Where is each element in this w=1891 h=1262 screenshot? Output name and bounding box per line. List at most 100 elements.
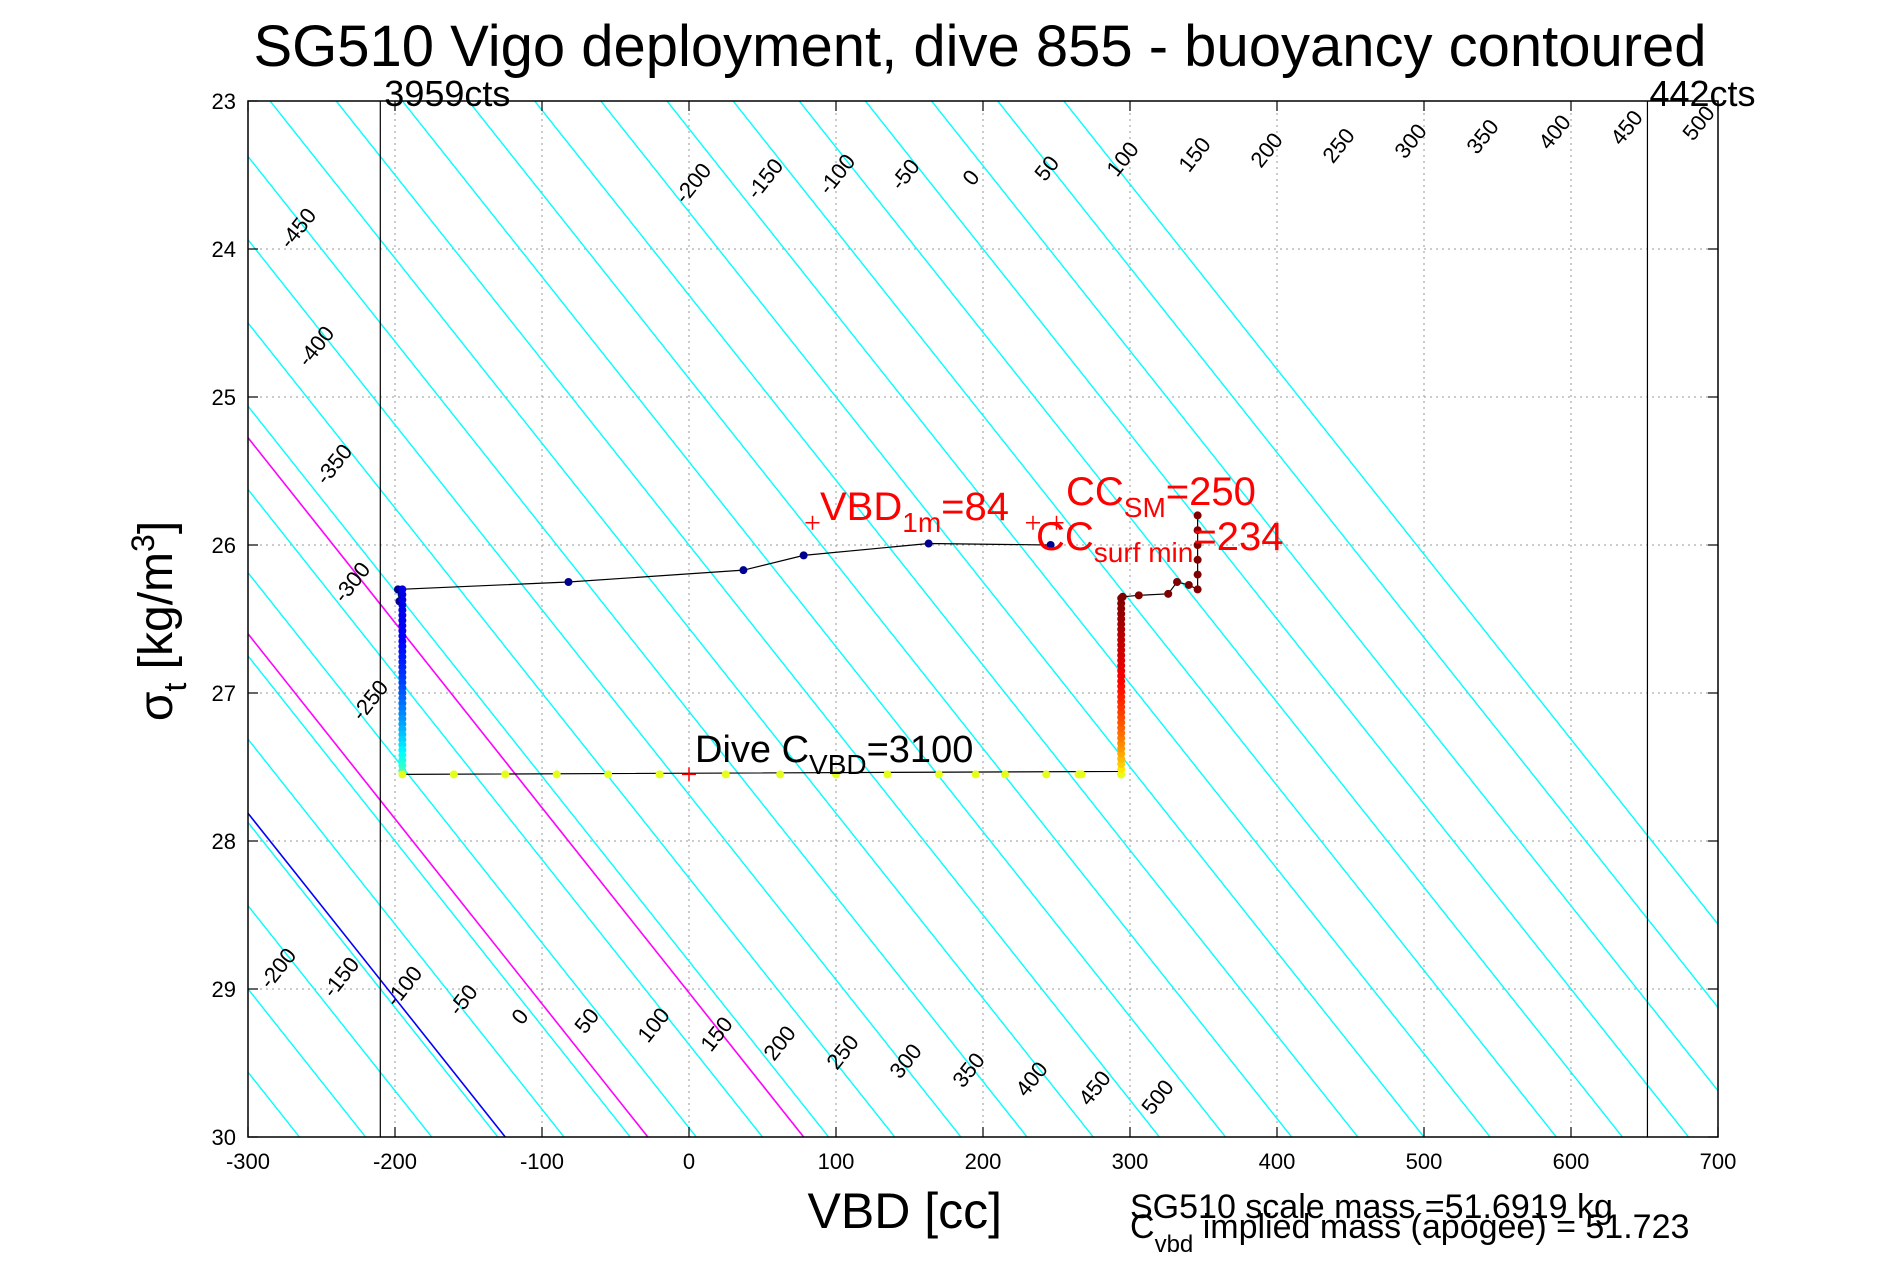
annotation-dive-c-value: =3100: [867, 729, 974, 771]
contour-label: 0: [957, 165, 984, 190]
track-point: [1077, 770, 1086, 779]
buoyancy-contour: [335, 101, 1160, 1137]
track-point: [552, 770, 561, 779]
y-axis-label-unit: [kg/m: [130, 552, 183, 683]
buoyancy-contour: [248, 405, 830, 1137]
track-point: [398, 770, 407, 779]
track-point: [564, 578, 573, 586]
x-tick-label: -100: [520, 1149, 564, 1174]
contour-label: 500: [1136, 1075, 1178, 1119]
annotation-cc-sm-sub: SM: [1124, 492, 1166, 523]
buoyancy-contour: [0, 101, 35, 1137]
contour-label: -450: [274, 203, 321, 253]
track-point: [1042, 770, 1051, 779]
x-tick-label: 500: [1406, 1149, 1443, 1174]
buoyancy-contour: [997, 101, 1718, 1009]
annotation-cc-surf-name: CC: [1036, 515, 1094, 559]
annotation-marker: [682, 767, 696, 782]
annotation-dive-c-sub: VBD: [809, 749, 867, 780]
x-tick-label: 200: [965, 1149, 1002, 1174]
contour-label: 450: [1605, 105, 1647, 149]
track-point: [1173, 578, 1182, 586]
implied-mass-sub: vbd: [1155, 1231, 1194, 1258]
track-point: [1193, 585, 1202, 594]
implied-mass-text: Cvbd implied mass (apogee) = 51.723: [1130, 1208, 1689, 1258]
buoyancy-contour: [0, 101, 233, 1137]
contour-label: 250: [1317, 123, 1359, 167]
buoyancy-contour: [248, 654, 631, 1137]
buoyancy-contour: [467, 101, 1293, 1137]
chart-title: SG510 Vigo deployment, dive 855 - buoyan…: [253, 14, 1706, 79]
annotation-vbd-1m-value: =84: [941, 485, 1009, 529]
contour-label: -200: [254, 943, 301, 993]
contour-label: -350: [310, 439, 357, 489]
buoyancy-contour: [798, 101, 1623, 1137]
x-tick-label: -200: [373, 1149, 417, 1174]
contour-label: 50: [569, 1003, 604, 1038]
contour-label: 200: [758, 1021, 800, 1065]
contour-label: -100: [380, 961, 427, 1011]
contour-label: 50: [1029, 151, 1064, 186]
track-point: [1118, 592, 1127, 601]
contour-layer: [0, 101, 1718, 1137]
buoyancy-contour: [534, 101, 1359, 1137]
track-point: [1193, 526, 1202, 535]
annotation-dive-c: Dive CVBD=3100: [695, 729, 973, 780]
track-point: [449, 770, 458, 779]
y-tick-label: 30: [212, 1125, 236, 1150]
buoyancy-contour: [732, 101, 1557, 1137]
contour-label: -50: [885, 154, 924, 194]
track-layer: [393, 511, 1202, 782]
contour-label: 450: [1073, 1066, 1115, 1110]
contour-label: 0: [506, 1004, 533, 1029]
contour-label: 200: [1245, 128, 1287, 172]
x-tick-label: 700: [1700, 1149, 1737, 1174]
annotation-cc-surf-sub: surf min: [1094, 537, 1194, 568]
implied-mass-prefix: C: [1130, 1208, 1155, 1246]
y-axis-label-close: ]: [130, 521, 183, 534]
x-tick-label: -300: [226, 1149, 270, 1174]
y-axis-label: σt [kg/m3]: [125, 521, 193, 721]
contour-label: 300: [1389, 119, 1431, 163]
track-point: [1193, 570, 1202, 579]
annotation-cc-surf-value: =234: [1193, 515, 1283, 559]
x-ticks: -300 -200 -100 0 100 200 300 400 500 600 700: [226, 101, 1736, 1174]
annotation-cc-sm-name: CC: [1066, 470, 1124, 514]
buoyancy-contour: [248, 321, 896, 1137]
buoyancy-contour: [248, 738, 565, 1137]
track-point: [1046, 541, 1055, 549]
y-tick-label: 24: [212, 237, 236, 262]
buoyancy-contour: [1063, 101, 1718, 926]
annotation-cc-sm-value: =250: [1166, 470, 1256, 514]
buoyancy-contour: [401, 101, 1227, 1137]
track-point: [1164, 589, 1173, 598]
x-tick-label: 400: [1259, 1149, 1296, 1174]
vbd-limit-label: 442cts: [1649, 73, 1755, 114]
buoyancy-contour: [248, 488, 764, 1137]
y-axis-label-sup: 3: [125, 534, 161, 552]
contour-label: 100: [632, 1003, 674, 1047]
y-ticks: 23 24 25 26 27 28 29 30: [212, 89, 1718, 1150]
contour-label: 350: [1461, 114, 1503, 158]
contour-label: 150: [695, 1012, 737, 1056]
contour-label: 150: [1173, 132, 1215, 176]
annotation-marker: [805, 515, 820, 530]
scale-mass-text: SG510 scale mass =51.6919 kg: [1130, 1188, 1613, 1226]
y-axis-label-main: σ: [130, 692, 183, 722]
track-point: [1193, 555, 1202, 564]
buoyancy-contour: [248, 571, 697, 1137]
contour-label: 400: [1010, 1057, 1052, 1101]
annotation-vbd-1m-name: VBD: [820, 485, 902, 529]
track-point: [883, 770, 892, 779]
track-point: [1001, 770, 1010, 779]
contour-label: -50: [443, 980, 482, 1020]
track-point: [832, 770, 840, 779]
track-point: [501, 770, 510, 779]
track-point: [1193, 511, 1202, 520]
y-axis-label-sub: t: [157, 683, 193, 692]
contour-label: 300: [884, 1039, 926, 1083]
implied-mass-label: implied mass (apogee) = 51.723: [1193, 1208, 1689, 1246]
buoyancy-contour: [248, 821, 499, 1137]
y-tick-label: 29: [212, 977, 236, 1002]
